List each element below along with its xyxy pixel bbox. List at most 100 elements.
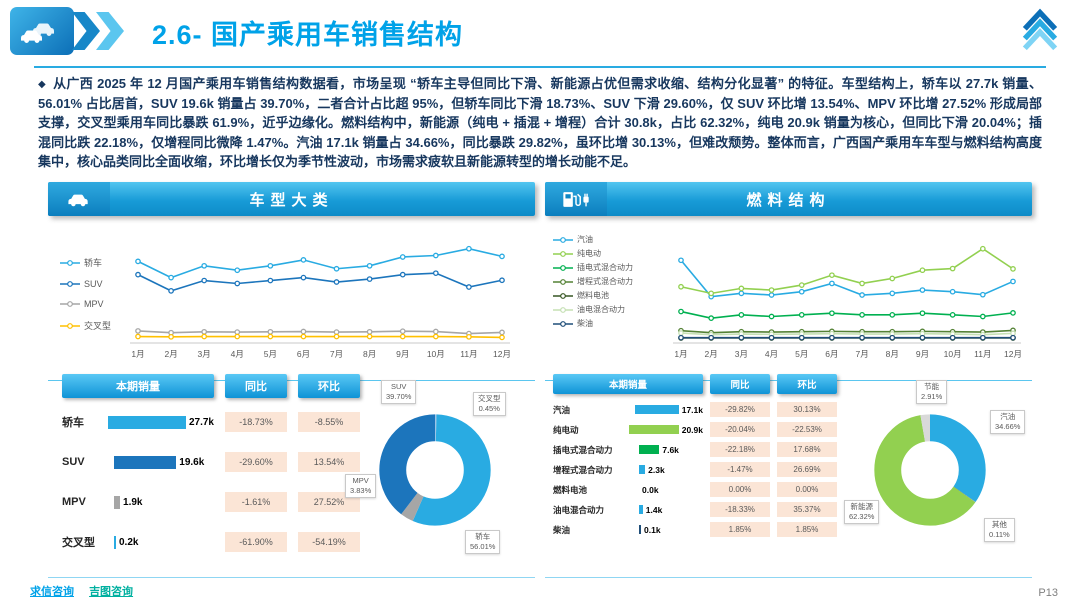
legend-item[interactable]: 柴油: [553, 318, 633, 329]
donut-label: 新能源 62.32%: [844, 500, 880, 525]
yoy-value: 1.85%: [710, 522, 770, 537]
row-name: 增程式混合动力: [553, 464, 613, 475]
legend-marker: [60, 301, 80, 307]
summary-paragraph: ◆ 从广西 2025 年 12 月国产乘用车销售结构数据看，市场呈现 “轿车主导但…: [38, 74, 1042, 172]
car-icon: [48, 182, 110, 216]
legend-item[interactable]: 交叉型: [60, 319, 111, 332]
legend-label: 交叉型: [84, 321, 112, 331]
x-axis: 1月 2月 3月 4月 5月 6月 7月 8月 9月 10月 11月 12月: [673, 348, 1022, 362]
row-name: 汽油: [553, 404, 571, 415]
legend-label: 增程式混合动力: [577, 277, 633, 286]
donut-label: 交叉型 0.45%: [473, 392, 506, 417]
legend-item[interactable]: 轿车: [60, 256, 111, 269]
sales-value: 2.3k: [648, 464, 665, 475]
x-axis-label: 9月: [396, 349, 410, 359]
row-label-cell: MPV 1.9k: [62, 495, 214, 509]
legend-label: MPV: [84, 299, 104, 309]
yoy-value: -1.61%: [225, 492, 287, 512]
legend-label: 纯电动: [577, 249, 601, 258]
legend-item[interactable]: MPV: [60, 299, 111, 309]
page-number: P13: [1038, 587, 1058, 599]
legend-marker: [60, 322, 80, 329]
table-row: 燃料电池 0.0k 0.00% 0.00%: [553, 482, 837, 497]
donut-label-pct: 62.32%: [849, 512, 875, 522]
fuel-panel-header: 燃料结构: [545, 182, 1032, 216]
donut-label: SUV 39.70%: [381, 380, 417, 405]
footer-link-qiuxin[interactable]: 求信咨询: [30, 586, 74, 598]
sales-bar: [114, 495, 121, 509]
mom-value: 17.68%: [777, 442, 837, 457]
donut-label: 节能 2.91%: [916, 380, 948, 405]
donut-label-name: 其他: [991, 520, 1007, 529]
x-axis-label: 11月: [460, 349, 478, 359]
x-axis-label: 3月: [734, 349, 748, 359]
sales-value: 19.6k: [179, 456, 205, 468]
table-row: MPV 1.9k -1.61% 27.52%: [62, 492, 360, 512]
panel-title: 车型大类: [249, 191, 334, 209]
donut-label-name: 汽油: [1000, 412, 1016, 421]
table-row: 纯电动 20.9k -20.04% -22.53%: [553, 422, 837, 437]
legend-marker: [553, 306, 573, 313]
x-axis-label: 6月: [296, 349, 311, 359]
line-chart: [673, 245, 1021, 344]
sales-value: 20.9k: [681, 424, 703, 435]
legend-item[interactable]: 油电混合动力: [553, 304, 633, 315]
chart-legend: 轿车 SUV MPV 交叉型: [60, 256, 111, 342]
legend-marker: [553, 236, 573, 243]
donut-label-name: 新能源: [850, 502, 873, 511]
row-label-cell: 交叉型 0.2k: [62, 534, 214, 550]
row-label-cell: 增程式混合动力 2.3k: [553, 464, 703, 476]
x-axis-label: 2月: [704, 349, 718, 359]
donut-label-pct: 0.11%: [989, 530, 1010, 540]
header-divider: [34, 66, 1046, 68]
x-axis-label: 3月: [197, 349, 211, 359]
legend-label: 柴油: [577, 319, 593, 328]
footer-link-jitu[interactable]: 吉图咨询: [89, 586, 134, 598]
row-name: 交叉型: [62, 537, 95, 549]
donut-label-name: MPV: [352, 476, 369, 485]
legend-item[interactable]: 插电式混合动力: [553, 262, 633, 273]
legend-item[interactable]: 纯电动: [553, 248, 633, 259]
yoy-value: -20.04%: [710, 422, 770, 437]
row-label-cell: 柴油 0.1k: [553, 524, 703, 536]
mom-value: 27.52%: [298, 492, 360, 512]
line-chart: [130, 245, 510, 344]
row-name: 油电混合动力: [553, 504, 605, 515]
legend-label: 汽油: [577, 235, 593, 244]
company-logo: [1014, 5, 1066, 57]
sales-bar: [639, 505, 643, 514]
donut-label-pct: 34.66%: [995, 422, 1021, 432]
table-header-row: 本期销量 同比 环比: [553, 374, 837, 394]
x-axis-label: 7月: [329, 349, 344, 359]
mom-value: 1.85%: [777, 522, 837, 537]
legend-marker: [60, 259, 80, 266]
sales-bar: [639, 465, 646, 474]
fuel-pump-icon: [545, 182, 607, 216]
sales-bar: [114, 455, 177, 469]
chevron-right-icon: [72, 12, 100, 50]
x-axis-label: 9月: [915, 349, 930, 359]
legend-item[interactable]: 燃料电池: [553, 290, 633, 301]
x-axis-label: 2月: [164, 349, 178, 359]
row-label-cell: 轿车 27.7k: [62, 414, 214, 430]
legend-item[interactable]: 增程式混合动力: [553, 276, 633, 287]
yoy-value: -61.90%: [225, 532, 287, 552]
legend-item[interactable]: 汽油: [553, 234, 633, 245]
page-title: 2.6- 国产乘用车销售结构: [152, 20, 464, 50]
sales-bar: [114, 535, 116, 549]
vehicle-share-donut: 交叉型 0.45% 轿车 56.01% MPV 3.83% SUV 39.70%: [345, 378, 533, 574]
panel-divider: [48, 380, 535, 381]
donut-label-name: 交叉型: [478, 394, 501, 403]
fuel-trend-chart: 汽油 纯电动 插电式混合动力 增程式混合动力 燃料电池 油电混合动力 柴油 1月 2月 3月 4月…: [545, 220, 1032, 378]
table-header-mom: 环比: [298, 374, 360, 398]
legend-marker: [60, 281, 80, 287]
sales-value: 0.2k: [119, 536, 139, 548]
legend-item[interactable]: SUV: [60, 279, 111, 289]
yoy-value: 0.00%: [710, 482, 770, 497]
legend-marker: [553, 292, 573, 299]
header-banner: [10, 7, 136, 55]
sales-value: 0.0k: [642, 484, 659, 495]
chart-legend: 汽油纯电动插电式混合动力增程式混合动力燃料电池油电混合动力柴油: [553, 234, 633, 332]
table-row: 增程式混合动力 2.3k -1.47% 26.69%: [553, 462, 837, 477]
yoy-value: -18.73%: [225, 412, 287, 432]
